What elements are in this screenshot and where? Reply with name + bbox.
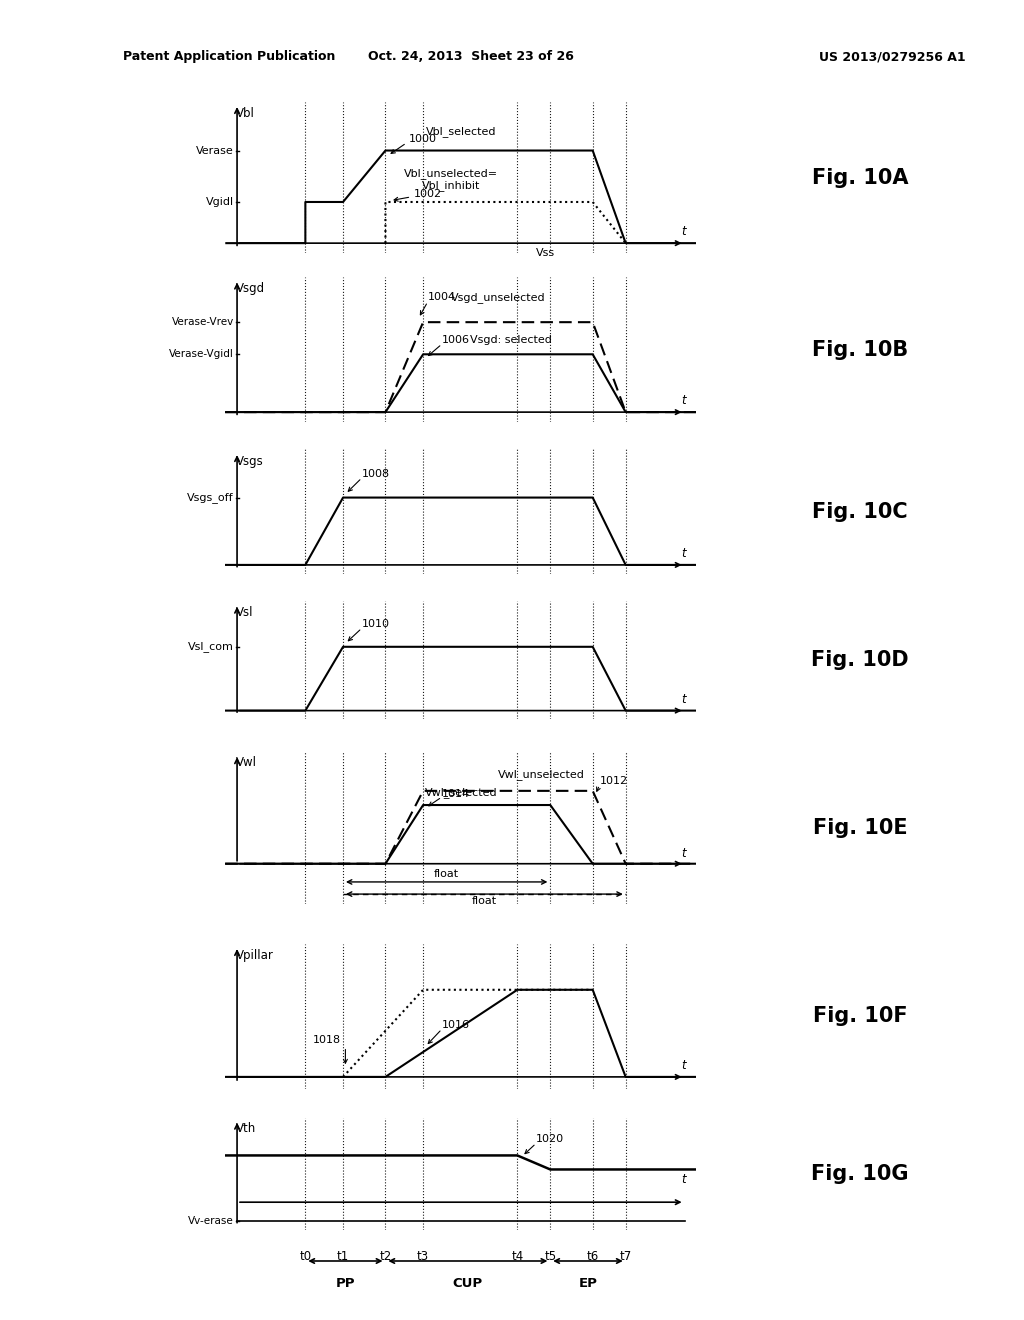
Text: Oct. 24, 2013  Sheet 23 of 26: Oct. 24, 2013 Sheet 23 of 26 — [368, 50, 574, 63]
Text: t: t — [681, 693, 686, 706]
Text: t7: t7 — [620, 1250, 632, 1263]
Text: Vsgs_off: Vsgs_off — [187, 492, 233, 503]
Text: 1002: 1002 — [414, 189, 441, 199]
Text: t2: t2 — [379, 1250, 391, 1263]
Text: Vbl_inhibit: Vbl_inhibit — [422, 180, 480, 190]
Text: t6: t6 — [587, 1250, 599, 1263]
Text: Vwl_selected: Vwl_selected — [425, 787, 497, 797]
Text: Vwl: Vwl — [236, 756, 257, 770]
Text: 1012: 1012 — [600, 776, 628, 785]
Text: 1018: 1018 — [312, 1035, 341, 1045]
Text: 1014: 1014 — [442, 789, 470, 799]
Text: Fig. 10E: Fig. 10E — [813, 818, 907, 838]
Text: Verase-Vrev: Verase-Vrev — [171, 317, 233, 327]
Text: t5: t5 — [544, 1250, 556, 1263]
Text: Fig. 10G: Fig. 10G — [811, 1164, 909, 1184]
Text: t: t — [681, 224, 686, 238]
Text: Vsgd: Vsgd — [236, 282, 265, 296]
Text: Verase-Vgidl: Verase-Vgidl — [169, 350, 233, 359]
Text: t3: t3 — [417, 1250, 429, 1263]
Text: Vbl_unselected=: Vbl_unselected= — [404, 168, 499, 180]
Text: 1020: 1020 — [537, 1134, 564, 1144]
Text: Vv-erase: Vv-erase — [188, 1216, 233, 1226]
Text: Verase: Verase — [196, 145, 233, 156]
Text: Vwl_unselected: Vwl_unselected — [498, 768, 585, 780]
Text: 1000: 1000 — [409, 133, 437, 144]
Text: 1010: 1010 — [361, 619, 390, 630]
Text: Vgidl: Vgidl — [206, 197, 233, 207]
Text: Vbl: Vbl — [236, 107, 255, 120]
Text: t0: t0 — [299, 1250, 311, 1263]
Text: Fig. 10D: Fig. 10D — [811, 649, 909, 671]
Text: Vsl: Vsl — [236, 606, 253, 619]
Text: Fig. 10C: Fig. 10C — [812, 502, 908, 521]
Text: Fig. 10A: Fig. 10A — [812, 168, 908, 187]
Text: Vsgs: Vsgs — [236, 454, 263, 467]
Text: CUP: CUP — [453, 1276, 483, 1290]
Text: 1008: 1008 — [361, 469, 390, 479]
Text: Vth: Vth — [236, 1122, 256, 1135]
Text: Vsgd_unselected: Vsgd_unselected — [452, 292, 546, 304]
Text: 1016: 1016 — [442, 1020, 470, 1030]
Text: EP: EP — [579, 1276, 597, 1290]
Text: Fig. 10B: Fig. 10B — [812, 339, 908, 360]
Text: Fig. 10F: Fig. 10F — [813, 1006, 907, 1027]
Text: t4: t4 — [511, 1250, 523, 1263]
Text: t: t — [681, 548, 686, 560]
Text: Vsgd: selected: Vsgd: selected — [470, 335, 552, 345]
Text: 1006: 1006 — [442, 335, 470, 345]
Text: Vss: Vss — [536, 248, 555, 259]
Text: t: t — [681, 1059, 686, 1072]
Text: Vbl_selected: Vbl_selected — [426, 125, 496, 137]
Text: t: t — [681, 1173, 686, 1187]
Text: Patent Application Publication: Patent Application Publication — [123, 50, 335, 63]
Text: t1: t1 — [337, 1250, 349, 1263]
Text: t: t — [681, 846, 686, 859]
Text: US 2013/0279256 A1: US 2013/0279256 A1 — [819, 50, 966, 63]
Text: 1004: 1004 — [428, 292, 456, 302]
Text: float: float — [434, 869, 459, 879]
Text: t: t — [681, 393, 686, 407]
Text: Vpillar: Vpillar — [236, 949, 273, 962]
Text: float: float — [472, 896, 497, 906]
Text: Vsl_com: Vsl_com — [187, 642, 233, 652]
Text: PP: PP — [336, 1276, 355, 1290]
